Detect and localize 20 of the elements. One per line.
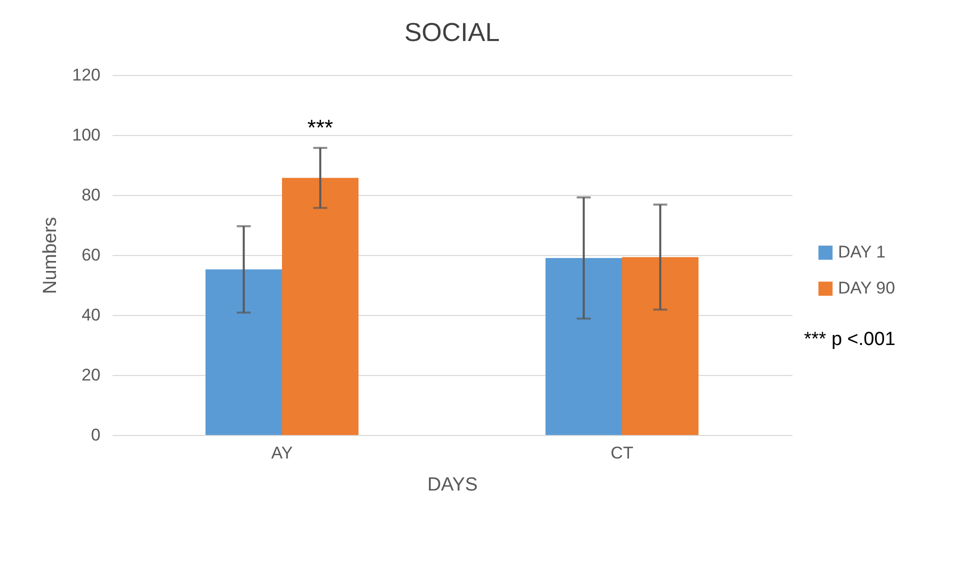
bar bbox=[546, 258, 622, 435]
text: *** p <.001 bbox=[804, 329, 896, 350]
bar bbox=[282, 178, 358, 435]
legend-label: DAY 90 bbox=[838, 278, 896, 298]
y-tick-label: 0 bbox=[91, 426, 100, 444]
y-tick-label: 20 bbox=[82, 366, 100, 384]
y-tick-label: 100 bbox=[72, 126, 100, 144]
y-axis-title: Numbers bbox=[40, 216, 62, 294]
y-tick-label: 60 bbox=[82, 246, 100, 264]
y-tick-label: 120 bbox=[72, 66, 100, 84]
bar bbox=[622, 257, 698, 435]
chart-title: SOCIAL bbox=[404, 17, 500, 47]
bar bbox=[206, 269, 282, 435]
x-axis-title: DAYS bbox=[427, 474, 478, 496]
x-tick-label: AY bbox=[271, 444, 293, 462]
legend-label: DAY 1 bbox=[838, 242, 886, 262]
y-tick-label: 40 bbox=[82, 306, 100, 324]
x-tick-label: CT bbox=[610, 444, 634, 462]
annotation: *** bbox=[307, 114, 334, 140]
y-tick-label: 80 bbox=[82, 186, 100, 204]
